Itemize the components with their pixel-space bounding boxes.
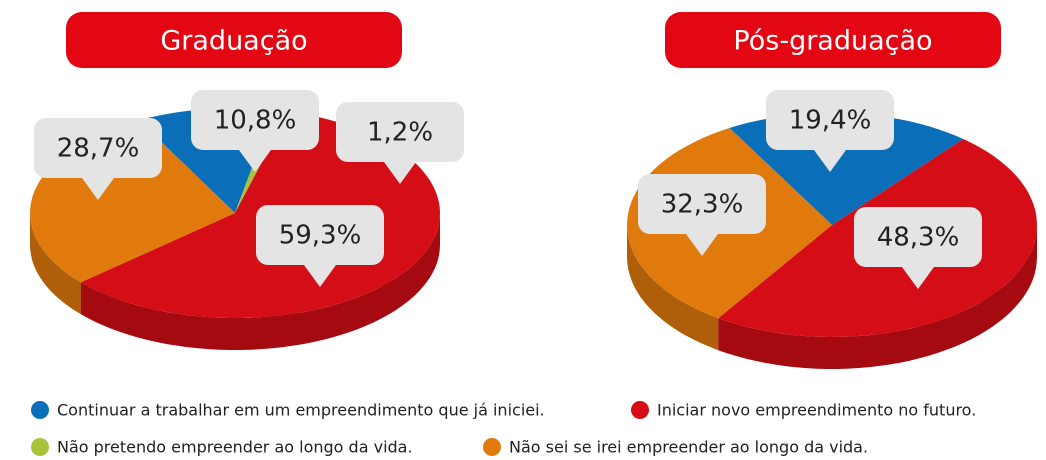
callout (34, 118, 162, 200)
legend-label: Iniciar novo empreendimento no futuro. (657, 401, 976, 420)
value-label: 10,8% (214, 106, 297, 136)
labels: 10,8% 59,3% 1,2% 28,7% 19,4% 48,3% 32,3% (34, 90, 982, 289)
title-pill (66, 12, 402, 68)
callout (766, 90, 894, 172)
callout (336, 102, 464, 184)
legend-label: Continuar a trabalhar em um empreendimen… (57, 401, 545, 420)
value-label: 19,4% (789, 106, 872, 136)
chart-title: Graduação (160, 26, 307, 57)
pie-side (30, 213, 81, 315)
legend-marker (483, 438, 501, 456)
value-label: 28,7% (57, 134, 140, 164)
value-label: 32,3% (661, 190, 744, 220)
legend-label: Não pretendo empreender ao longo da vida… (57, 438, 413, 457)
legend-marker (31, 438, 49, 456)
value-label: 48,3% (877, 223, 960, 253)
value-label: 1,2% (367, 118, 433, 148)
title-pill (665, 12, 1001, 68)
legend-marker (631, 401, 649, 419)
legend-marker (31, 401, 49, 419)
pie-side (81, 213, 440, 350)
callout (638, 174, 766, 256)
callout (854, 207, 982, 289)
callout (256, 205, 384, 287)
value-label: 59,3% (279, 221, 362, 251)
chart-title: Pós-graduação (733, 26, 932, 57)
pie-side (718, 225, 1037, 369)
legend: Continuar a trabalhar em um empreendimen… (31, 401, 976, 457)
callout (191, 90, 319, 172)
legend-label: Não sei se irei empreender ao longo da v… (509, 438, 868, 457)
pie-side (627, 225, 719, 351)
